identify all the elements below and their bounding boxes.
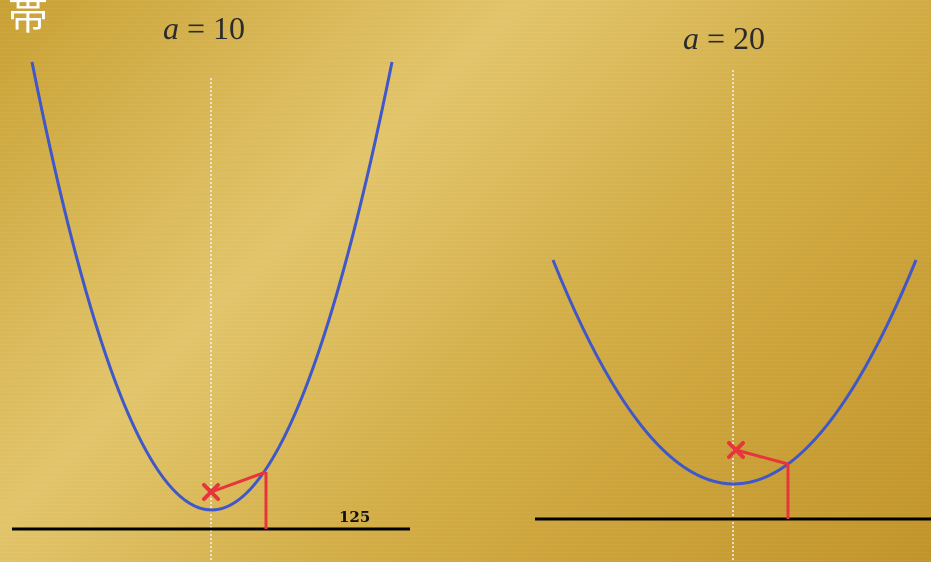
label-a-20: a = 20 bbox=[683, 20, 766, 56]
annotation-125: 125 bbox=[339, 508, 371, 526]
focus-marker-right bbox=[727, 441, 745, 459]
focus-segment-left bbox=[210, 470, 267, 494]
label-a-10: a = 10 bbox=[163, 10, 246, 46]
parabola-right bbox=[551, 259, 918, 486]
focus-segment-right bbox=[735, 448, 789, 466]
parabola-left bbox=[30, 61, 394, 512]
focus-marker-left bbox=[202, 483, 220, 501]
corner-glyph: 帯 bbox=[8, 0, 48, 39]
